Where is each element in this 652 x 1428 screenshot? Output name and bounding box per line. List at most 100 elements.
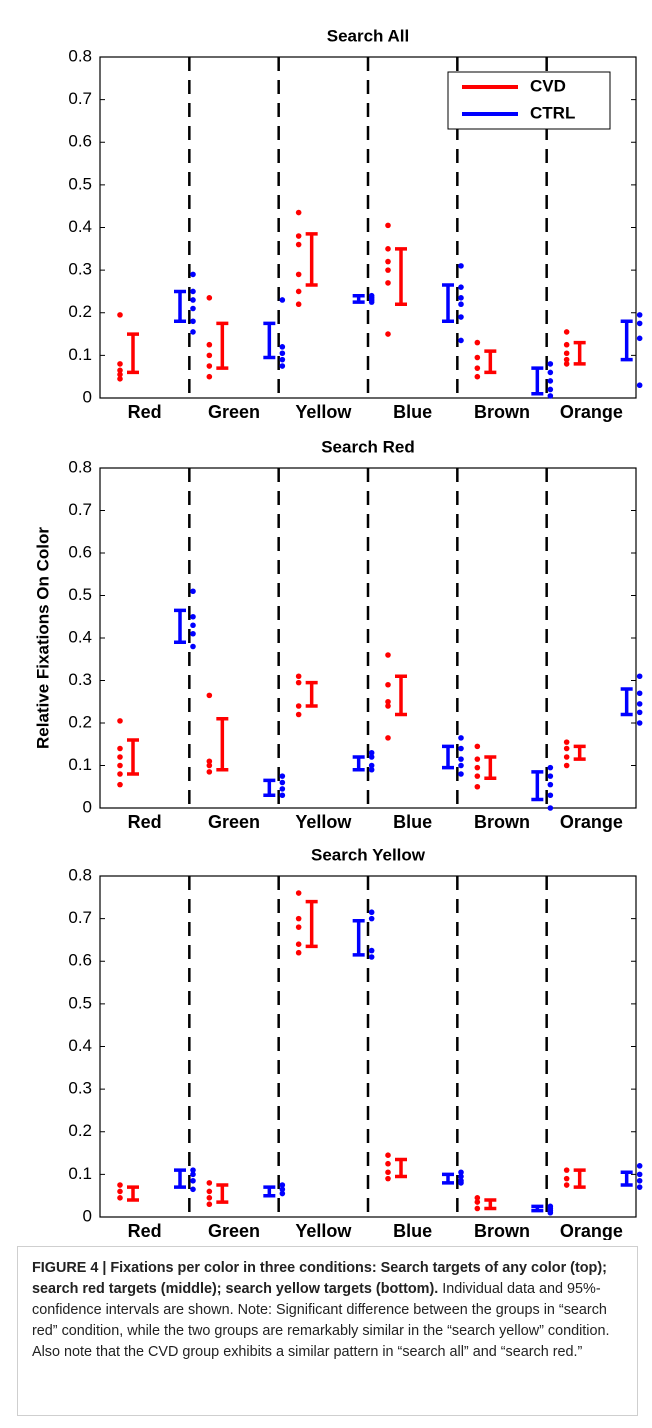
y-tick-label: 0.1 — [68, 1164, 92, 1183]
x-tick-label: Brown — [474, 402, 530, 422]
data-point — [547, 386, 554, 393]
y-tick-label: 0.6 — [68, 132, 92, 151]
x-tick-label: Orange — [560, 1221, 623, 1240]
data-point — [385, 1160, 391, 1167]
data-point — [117, 361, 123, 367]
data-point — [385, 258, 391, 265]
data-point — [385, 246, 391, 252]
data-point — [368, 947, 375, 954]
y-axis-label: Relative Fixations On Color — [33, 527, 52, 749]
interval — [442, 283, 454, 324]
x-tick-label: Yellow — [295, 812, 352, 832]
y-tick-label: 0.5 — [68, 585, 92, 604]
x-tick-label: Red — [128, 402, 162, 422]
data-point — [279, 1190, 286, 1197]
interval — [216, 1183, 229, 1204]
x-tick-label: Blue — [393, 812, 432, 832]
data-point — [279, 1182, 286, 1188]
data-point — [295, 233, 302, 239]
data-point — [295, 241, 302, 248]
interval — [305, 232, 318, 287]
data-point — [547, 781, 554, 788]
y-tick-label: 0.7 — [68, 89, 92, 108]
data-point — [636, 1184, 643, 1190]
data-point — [547, 764, 554, 771]
data-point — [458, 1180, 464, 1186]
y-tick-label: 0.2 — [68, 712, 92, 731]
data-point — [636, 1163, 643, 1169]
x-tick-label: Orange — [560, 812, 623, 832]
data-point — [279, 792, 286, 799]
data-point — [190, 288, 196, 295]
data-point — [279, 350, 286, 357]
data-point — [206, 1180, 213, 1186]
y-tick-label: 0 — [83, 1206, 92, 1225]
data-point — [368, 749, 375, 756]
data-point — [474, 1199, 481, 1205]
data-point — [295, 915, 302, 922]
data-point — [385, 681, 391, 688]
data-point — [474, 365, 481, 371]
interval — [484, 755, 497, 780]
data-point — [190, 643, 196, 650]
data-point — [190, 613, 196, 620]
y-tick-label: 0.8 — [68, 865, 92, 884]
data-point — [117, 762, 123, 769]
data-point — [547, 1209, 554, 1216]
data-point — [368, 954, 375, 960]
data-point — [117, 771, 123, 777]
x-tick-label: Green — [208, 402, 260, 422]
interval — [352, 919, 365, 957]
legend-label: CVD — [530, 76, 566, 95]
data-point — [385, 222, 391, 229]
data-point — [190, 622, 196, 629]
data-point — [279, 344, 286, 350]
x-tick-label: Blue — [393, 1221, 432, 1240]
interval — [352, 293, 365, 304]
y-tick-label: 0.3 — [68, 260, 92, 279]
x-tick-label: Brown — [474, 1221, 530, 1240]
data-point — [547, 393, 554, 399]
data-point — [636, 690, 643, 697]
data-point — [385, 652, 391, 658]
data-point — [368, 915, 375, 922]
data-point — [368, 299, 375, 305]
data-point — [547, 792, 554, 799]
interval — [620, 687, 633, 717]
interval — [395, 674, 407, 717]
data-point — [117, 376, 123, 382]
data-point — [206, 295, 213, 301]
data-point — [295, 673, 302, 680]
x-tick-label: Red — [128, 1221, 162, 1240]
data-point — [206, 692, 213, 699]
data-point — [117, 718, 123, 724]
caption-label: FIGURE 4 | Fixations per color in three … — [32, 1260, 607, 1297]
data-point — [474, 1195, 481, 1201]
data-point — [206, 1195, 213, 1201]
data-point — [458, 762, 464, 769]
data-point — [563, 1182, 570, 1188]
data-point — [117, 371, 123, 378]
data-point — [295, 301, 302, 308]
data-point — [117, 367, 123, 374]
data-point — [295, 949, 302, 956]
interval — [174, 289, 186, 324]
data-point — [474, 1205, 481, 1212]
interval — [531, 366, 544, 396]
y-tick-label: 0.1 — [68, 755, 92, 774]
data-point — [385, 280, 391, 286]
caption-text: Individual data and 95%-confidence inter… — [32, 1281, 610, 1360]
data-point — [474, 783, 481, 790]
x-tick-label: Brown — [474, 812, 530, 832]
data-point — [206, 1188, 213, 1195]
data-point — [295, 941, 302, 947]
data-point — [563, 1167, 570, 1173]
interval — [305, 680, 318, 708]
data-point — [385, 331, 391, 337]
interval — [573, 1168, 586, 1189]
data-point — [368, 909, 375, 916]
interval — [216, 321, 229, 370]
interval — [174, 608, 186, 644]
data-point — [279, 356, 286, 363]
data-point — [636, 673, 643, 680]
